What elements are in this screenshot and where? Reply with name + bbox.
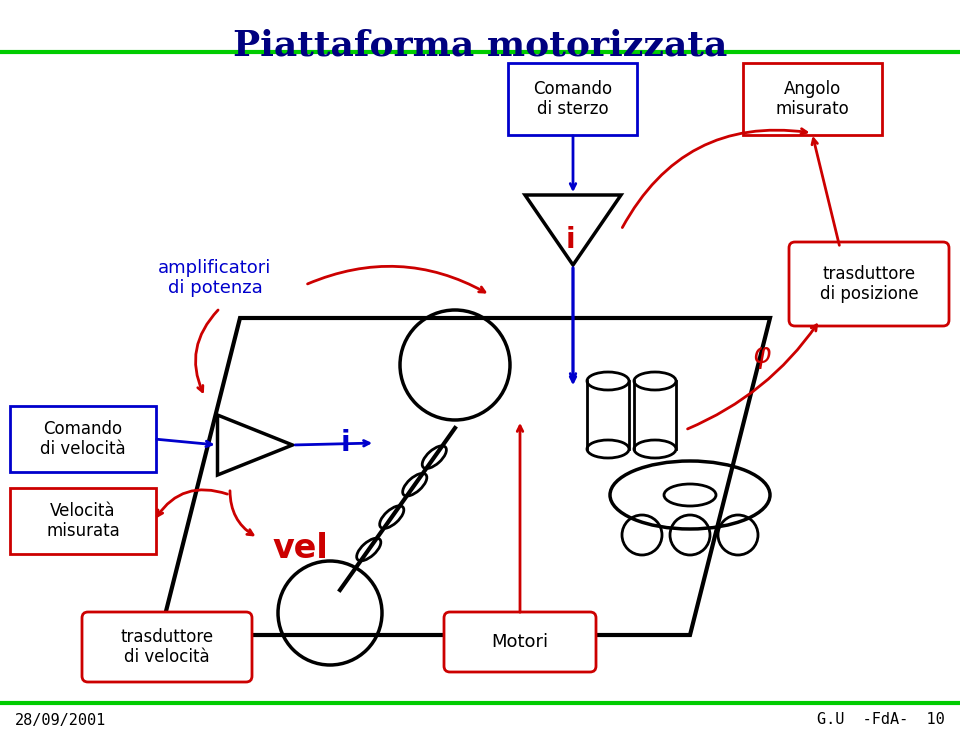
Text: G.U  -FdA-  10: G.U -FdA- 10 — [817, 713, 945, 727]
FancyBboxPatch shape — [10, 406, 156, 472]
Text: vel: vel — [272, 531, 328, 564]
FancyBboxPatch shape — [508, 63, 637, 135]
Text: trasduttore
di velocità: trasduttore di velocità — [120, 628, 213, 667]
Text: 28/09/2001: 28/09/2001 — [15, 713, 107, 727]
Text: Comando
di sterzo: Comando di sterzo — [533, 80, 612, 118]
FancyBboxPatch shape — [789, 242, 949, 326]
Text: i: i — [340, 429, 349, 457]
FancyBboxPatch shape — [82, 612, 252, 682]
Text: Comando
di velocità: Comando di velocità — [40, 420, 126, 458]
Text: Piattaforma motorizzata: Piattaforma motorizzata — [233, 28, 727, 62]
FancyBboxPatch shape — [743, 63, 882, 135]
Text: Angolo
misurato: Angolo misurato — [776, 80, 850, 118]
Text: i: i — [565, 226, 575, 254]
Text: amplificatori
di potenza: amplificatori di potenza — [158, 259, 272, 298]
FancyBboxPatch shape — [10, 488, 156, 554]
Text: Motori: Motori — [492, 633, 548, 651]
Text: Velocità
misurata: Velocità misurata — [46, 501, 120, 540]
Text: trasduttore
di posizione: trasduttore di posizione — [820, 265, 919, 303]
Text: φ: φ — [753, 341, 771, 369]
FancyBboxPatch shape — [444, 612, 596, 672]
